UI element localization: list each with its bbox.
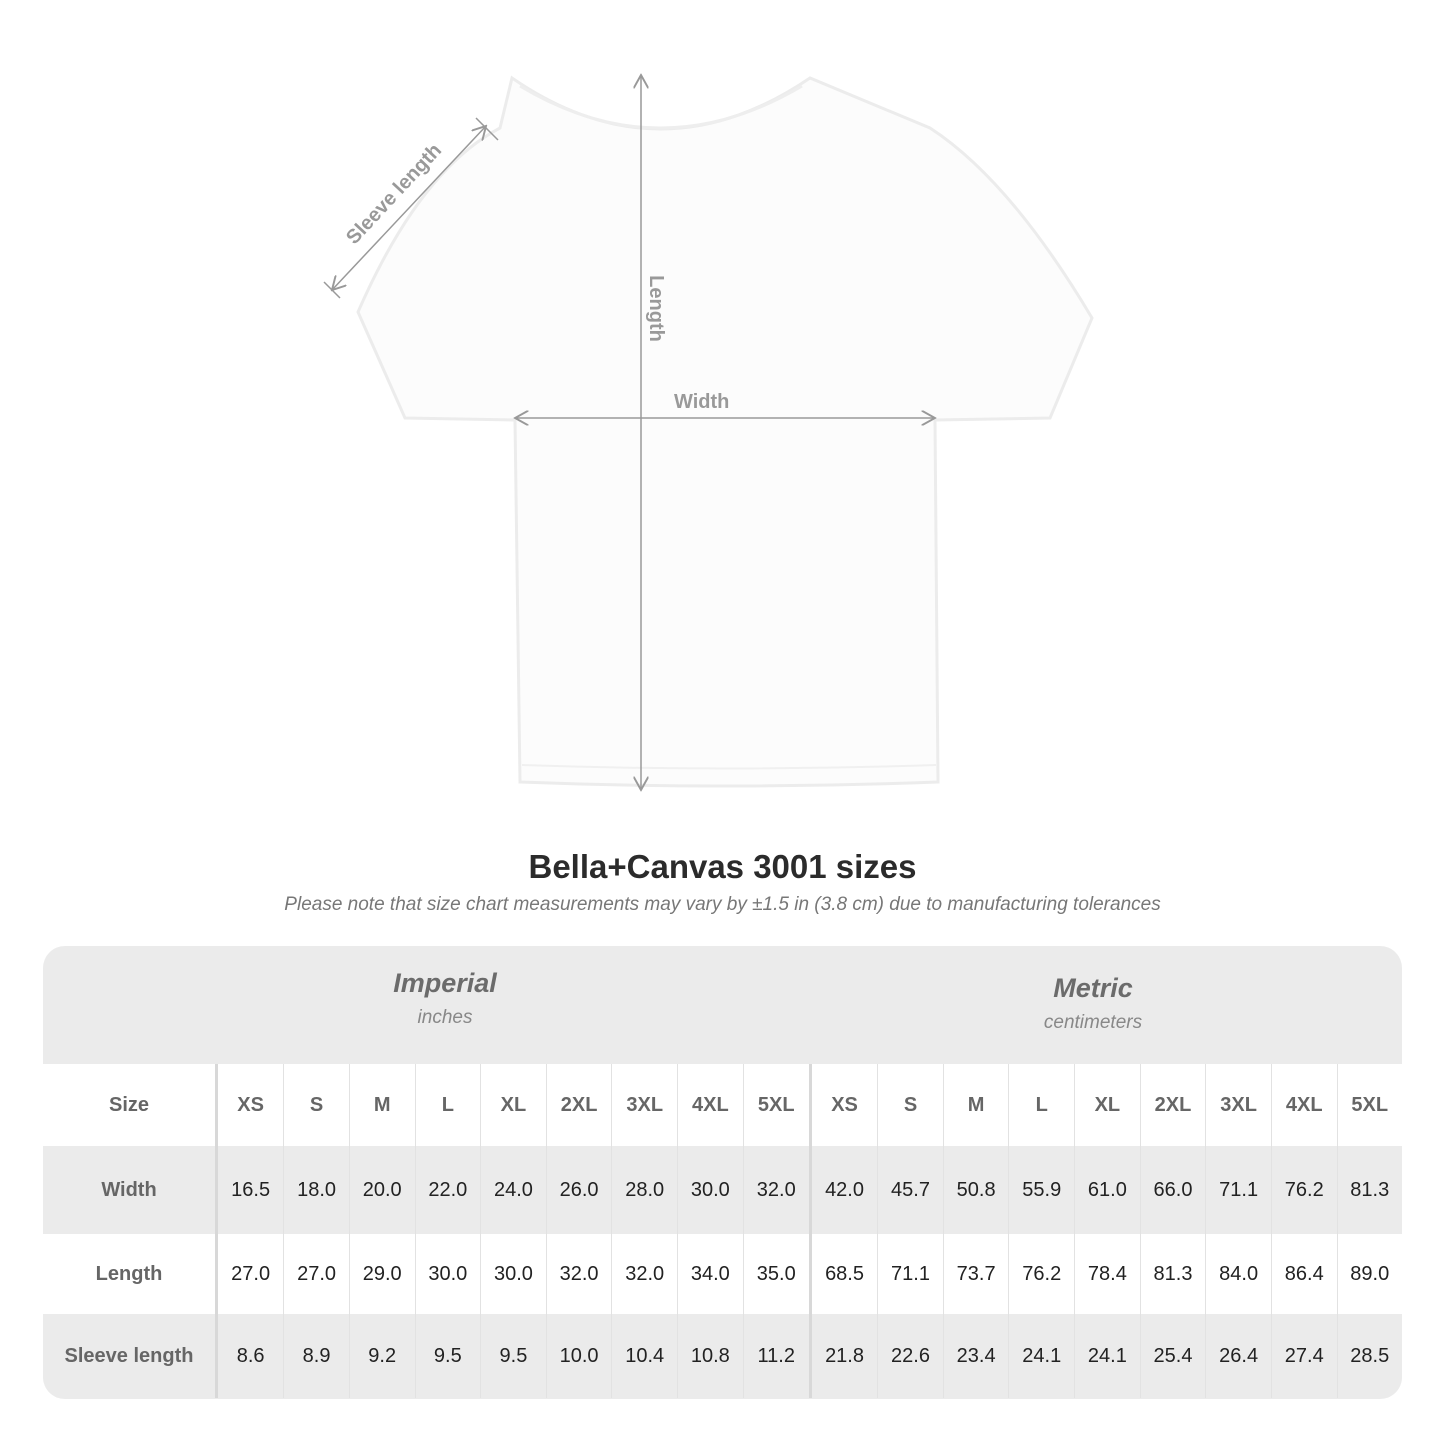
- size-table: Size XS S M L XL 2XL 3XL 4XL 5XL XS S M L XL 2XL 3XL 4XL 5…: [43, 1064, 1402, 1398]
- metric-size-l: L: [1008, 1064, 1075, 1146]
- imperial-value: 10.4: [611, 1314, 678, 1398]
- imperial-value: 9.5: [480, 1314, 547, 1398]
- metric-size-xl: XL: [1074, 1064, 1141, 1146]
- table-row: Length 27.0 27.0 29.0 30.0 30.0 32.0 32.0 34.0 35…: [43, 1234, 1402, 1314]
- row-label: Length: [43, 1234, 218, 1314]
- metric-value: 23.4: [942, 1314, 1009, 1398]
- metric-size-m: M: [942, 1064, 1009, 1146]
- metric-value: 89.0: [1336, 1234, 1402, 1314]
- metric-value: 45.7: [877, 1146, 944, 1234]
- metric-value: 84.0: [1205, 1234, 1272, 1314]
- metric-size-2xl: 2XL: [1139, 1064, 1206, 1146]
- tshirt-diagram: [323, 0, 1094, 840]
- length-label: Length: [644, 275, 667, 342]
- imperial-size-5xl: 5XL: [742, 1064, 811, 1146]
- tshirt-shape: [356, 75, 1094, 788]
- imperial-value: 26.0: [545, 1146, 612, 1234]
- metric-value: 42.0: [808, 1146, 878, 1234]
- imperial-value: 30.0: [677, 1146, 744, 1234]
- imperial-value: 29.0: [348, 1234, 416, 1314]
- metric-value: 81.3: [1139, 1234, 1206, 1314]
- metric-value: 81.3: [1336, 1146, 1402, 1234]
- imperial-value: 30.0: [414, 1234, 481, 1314]
- metric-title: Metric: [1053, 973, 1133, 1003]
- metric-value: 26.4: [1205, 1314, 1272, 1398]
- imperial-value: 11.2: [742, 1314, 811, 1398]
- tolerance-note: Please note that size chart measurements…: [284, 894, 1161, 915]
- metric-size-s: S: [877, 1064, 944, 1146]
- imperial-size-m: M: [348, 1064, 416, 1146]
- metric-value: 86.4: [1270, 1234, 1338, 1314]
- imperial-size-4xl: 4XL: [677, 1064, 744, 1146]
- metric-value: 24.1: [1008, 1314, 1075, 1398]
- imperial-size-2xl: 2XL: [545, 1064, 612, 1146]
- table-row: Width 16.5 18.0 20.0 22.0 24.0 26.0 28.0 30.0 32.…: [43, 1146, 1402, 1234]
- metric-value: 22.6: [877, 1314, 944, 1398]
- row-label: Sleeve length: [43, 1314, 218, 1398]
- imperial-value: 35.0: [742, 1234, 811, 1314]
- metric-value: 68.5: [808, 1234, 878, 1314]
- imperial-value: 32.0: [611, 1234, 678, 1314]
- page-title: Bella+Canvas 3001 sizes: [528, 848, 917, 885]
- imperial-value: 16.5: [215, 1146, 284, 1234]
- width-label: Width: [674, 391, 730, 413]
- imperial-value: 32.0: [742, 1146, 811, 1234]
- sleeve-arrow: [332, 126, 486, 290]
- metric-value: 24.1: [1074, 1314, 1141, 1398]
- size-table-card: Imperial inches Metric centimeters Size X…: [43, 946, 1402, 1399]
- imperial-header: Imperial inches: [245, 968, 645, 1029]
- row-label: Width: [43, 1146, 218, 1234]
- metric-value: 50.8: [942, 1146, 1009, 1234]
- imperial-value: 27.0: [215, 1234, 284, 1314]
- metric-value: 25.4: [1139, 1314, 1206, 1398]
- imperial-size-xl: XL: [480, 1064, 547, 1146]
- metric-header: Metric centimeters: [893, 973, 1293, 1034]
- imperial-value: 22.0: [414, 1146, 481, 1234]
- size-header: Size: [43, 1064, 218, 1146]
- metric-value: 76.2: [1270, 1146, 1338, 1234]
- imperial-value: 8.9: [283, 1314, 350, 1398]
- imperial-value: 9.5: [414, 1314, 481, 1398]
- imperial-value: 30.0: [480, 1234, 547, 1314]
- metric-value: 76.2: [1008, 1234, 1075, 1314]
- metric-value: 73.7: [942, 1234, 1009, 1314]
- metric-value: 21.8: [808, 1314, 878, 1398]
- metric-value: 71.1: [1205, 1146, 1272, 1234]
- imperial-value: 9.2: [348, 1314, 416, 1398]
- metric-size-5xl: 5XL: [1336, 1064, 1402, 1146]
- imperial-value: 24.0: [480, 1146, 547, 1234]
- imperial-value: 8.6: [215, 1314, 284, 1398]
- imperial-unit: inches: [417, 1007, 473, 1028]
- metric-value: 61.0: [1074, 1146, 1141, 1234]
- imperial-value: 10.0: [545, 1314, 612, 1398]
- metric-value: 28.5: [1336, 1314, 1402, 1398]
- table-row: Sleeve length 8.6 8.9 9.2 9.5 9.5 10.0 10.4 10.8…: [43, 1314, 1402, 1398]
- imperial-value: 18.0: [283, 1146, 350, 1234]
- metric-unit: centimeters: [1043, 1012, 1143, 1033]
- metric-value: 71.1: [877, 1234, 944, 1314]
- metric-size-4xl: 4XL: [1270, 1064, 1338, 1146]
- imperial-value: 27.0: [283, 1234, 350, 1314]
- metric-size-3xl: 3XL: [1205, 1064, 1272, 1146]
- imperial-size-xs: XS: [215, 1064, 284, 1146]
- metric-value: 78.4: [1074, 1234, 1141, 1314]
- metric-value: 27.4: [1270, 1314, 1338, 1398]
- imperial-value: 34.0: [677, 1234, 744, 1314]
- imperial-value: 20.0: [348, 1146, 416, 1234]
- imperial-value: 10.8: [677, 1314, 744, 1398]
- imperial-title: Imperial: [393, 968, 497, 998]
- imperial-value: 28.0: [611, 1146, 678, 1234]
- metric-value: 55.9: [1008, 1146, 1075, 1234]
- metric-value: 66.0: [1139, 1146, 1206, 1234]
- metric-size-xs: XS: [808, 1064, 878, 1146]
- imperial-value: 32.0: [545, 1234, 612, 1314]
- header-row: Size XS S M L XL 2XL 3XL 4XL 5XL XS S M L XL 2XL 3XL 4XL 5…: [43, 1064, 1402, 1146]
- imperial-size-3xl: 3XL: [611, 1064, 678, 1146]
- imperial-size-l: L: [414, 1064, 481, 1146]
- imperial-size-s: S: [283, 1064, 350, 1146]
